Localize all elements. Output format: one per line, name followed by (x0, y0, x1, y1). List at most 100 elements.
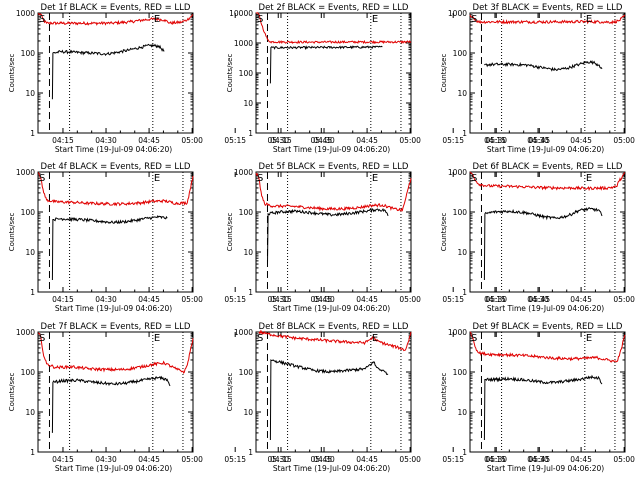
plot-frame (37, 12, 194, 134)
x-tick-label: 04:45 (138, 295, 160, 304)
x-tick-label: 05:30 (485, 455, 507, 464)
x-tick-label: 05:45 (528, 136, 550, 145)
y-tick-label: 100 (239, 368, 254, 377)
y-axis-label: Counts/sec (226, 213, 234, 252)
y-tick-label: 1000 (16, 328, 35, 337)
end-label: E (372, 333, 378, 344)
x-tick-label: 05:00 (613, 136, 635, 145)
x-tick-label: 05:00 (613, 455, 635, 464)
x-tick-label: 04:30 (95, 136, 117, 145)
x-axis-label: Start Time (19-Jul-09 04:06:20) (55, 145, 172, 154)
x-axis-label: Start Time (19-Jul-09 04:06:20) (273, 464, 390, 473)
y-tick-label: 1 (248, 288, 253, 297)
x-tick-label: 05:15 (442, 455, 464, 464)
x-axis-label: Start Time (19-Jul-09 04:06:20) (487, 464, 604, 473)
y-tick-label: 1 (462, 129, 467, 138)
x-tick-label: 04:30 (95, 455, 117, 464)
x-tick-label: 05:45 (310, 455, 332, 464)
x-tick-label: 05:30 (267, 136, 289, 145)
panel-det-6: 1 10 100 1000 04:15 04:30 04:45 05:00 05:15 05:30… (440, 162, 635, 313)
y-tick-label: 1000 (448, 328, 467, 337)
y-tick-label: 1 (30, 129, 35, 138)
x-axis-label: Start Time (19-Jul-09 04:06:20) (487, 145, 604, 154)
start-label: S (39, 333, 45, 344)
y-tick-label: 100 (21, 368, 36, 377)
x-tick-label: 05:00 (399, 295, 421, 304)
x-axis-label: Start Time (19-Jul-09 04:06:20) (55, 464, 172, 473)
y-axis-label: Counts/sec (440, 373, 448, 412)
x-tick-label: 05:30 (267, 295, 289, 304)
panel-title: Det 2f BLACK = Events, RED = LLD (259, 3, 409, 13)
y-tick-label: 1 (462, 288, 467, 297)
panel-det-1: 1 10 100 1000 04:15 04:30 04:45 05:00 05:15 05:30… (8, 3, 332, 154)
start-label: S (39, 14, 45, 25)
plot-frame (469, 12, 626, 134)
lld-series-line (469, 14, 626, 25)
x-tick-label: 04:30 (313, 455, 335, 464)
x-tick-label: 04:45 (356, 455, 378, 464)
plot-frame (37, 331, 194, 453)
y-tick-label: 100 (21, 49, 36, 58)
panel-title: Det 1f BLACK = Events, RED = LLD (41, 3, 191, 13)
x-tick-label: 05:45 (310, 295, 332, 304)
end-label: E (154, 333, 160, 344)
panel-title: Det 7f BLACK = Events, RED = LLD (41, 322, 191, 332)
start-label: S (257, 173, 263, 184)
x-tick-label: 04:15 (52, 455, 74, 464)
x-tick-label: 04:15 (484, 455, 506, 464)
lld-series-line (258, 329, 412, 352)
lld-series-line (37, 12, 194, 26)
start-label: S (471, 14, 477, 25)
x-tick-label: 04:15 (270, 455, 292, 464)
x-tick-label: 04:15 (484, 136, 506, 145)
panel-det-8: 1 10 100 1000 04:15 04:30 04:45 05:00 05:15 05:30… (226, 322, 550, 473)
x-tick-label: 04:15 (52, 295, 74, 304)
y-axis-label: Counts/sec (440, 54, 448, 93)
lld-series-line (255, 172, 412, 212)
start-label: S (471, 173, 477, 184)
events-series-line (51, 375, 171, 433)
x-tick-label: 05:30 (267, 455, 289, 464)
plot-frame (255, 12, 412, 134)
events-series-line (51, 43, 165, 100)
x-axis-label: Start Time (19-Jul-09 04:06:20) (273, 304, 390, 313)
x-tick-label: 05:00 (181, 455, 203, 464)
x-tick-label: 05:15 (442, 136, 464, 145)
y-tick-label: 1000 (234, 39, 253, 48)
y-axis-label: Counts/sec (8, 373, 16, 412)
end-label: E (586, 173, 592, 184)
events-series-line (269, 359, 389, 441)
lld-series-line (469, 331, 626, 363)
x-tick-label: 04:30 (527, 455, 549, 464)
x-tick-label: 04:45 (570, 295, 592, 304)
panel-det-2: 1 10 100 1000 10000 04:15 04:30 04:45 05:00 05:15… (226, 3, 550, 154)
events-series-line (269, 45, 383, 84)
x-tick-label: 04:45 (570, 455, 592, 464)
events-series-line (483, 207, 603, 281)
y-tick-label: 1000 (234, 168, 253, 177)
x-tick-label: 04:30 (313, 295, 335, 304)
x-tick-label: 05:00 (181, 295, 203, 304)
y-tick-label: 1 (30, 288, 35, 297)
y-tick-label: 1000 (234, 328, 253, 337)
x-tick-label: 05:45 (528, 455, 550, 464)
x-tick-label: 05:00 (399, 455, 421, 464)
x-axis-label: Start Time (19-Jul-09 04:06:20) (273, 145, 390, 154)
lld-series-line (37, 172, 194, 207)
panel-det-5: 1 10 100 1000 04:15 04:30 04:45 05:00 05:15 05:30… (226, 162, 550, 313)
y-tick-label: 1 (30, 448, 35, 457)
x-tick-label: 04:30 (313, 136, 335, 145)
start-label: S (257, 14, 263, 25)
x-tick-label: 04:45 (356, 136, 378, 145)
y-tick-label: 100 (239, 208, 254, 217)
plot-frame (255, 171, 412, 293)
end-label: E (154, 14, 160, 25)
panel-det-9: 1 10 100 1000 04:15 04:30 04:45 05:00 05:15 05:30… (440, 322, 635, 473)
x-tick-label: 04:45 (570, 136, 592, 145)
panel-det-7: 1 10 100 1000 04:15 04:30 04:45 05:00 05:15 05:30… (8, 322, 332, 473)
y-tick-label: 10 (457, 408, 467, 417)
x-axis-label: Start Time (19-Jul-09 04:06:20) (55, 304, 172, 313)
y-tick-label: 1000 (448, 9, 467, 18)
x-tick-label: 04:45 (138, 136, 160, 145)
